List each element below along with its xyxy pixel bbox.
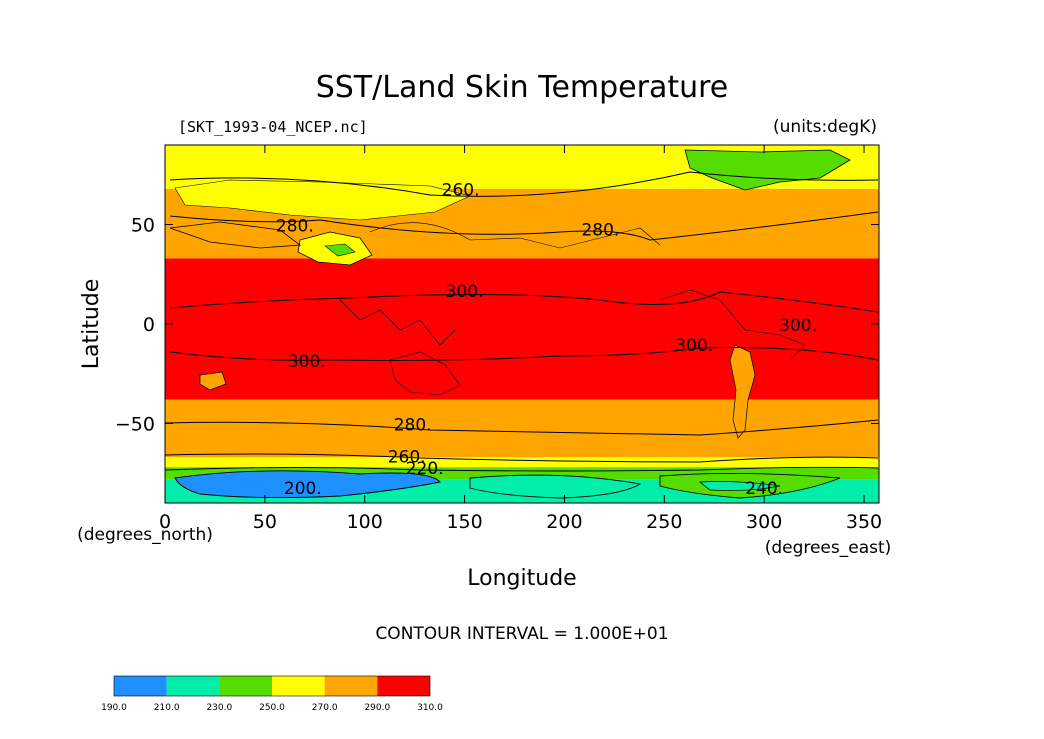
contour-label: 300. — [675, 336, 713, 356]
y-axis-ticks: 50 0 −50 — [115, 215, 879, 435]
colorbar-swatch — [272, 676, 325, 696]
x-tick-label: 200 — [546, 511, 582, 533]
contour-label: 200. — [284, 479, 322, 499]
x-axis-ticks: 0 50 100 150 200 250 300 350 — [159, 145, 882, 533]
temperature-band-270-290 — [165, 399, 879, 458]
contour-label: 220. — [406, 459, 444, 479]
contour-label: 260. — [442, 181, 480, 201]
colorbar-label: 230.0 — [206, 703, 232, 713]
chart-title: SST/Land Skin Temperature — [316, 70, 729, 105]
units-label: (units:degK) — [773, 117, 877, 137]
colorbar-swatch — [114, 676, 167, 696]
colorbar-swatch — [377, 676, 430, 696]
contour-label: 280. — [276, 217, 314, 237]
temperature-band-250-270 — [165, 457, 879, 468]
x-tick-label: 0 — [159, 511, 171, 533]
colorbar: 190.0 210.0 230.0 250.0 270.0 290.0 310.0 — [101, 675, 443, 713]
file-label: [SKT_1993-04_NCEP.nc] — [178, 118, 368, 136]
colorbar-label: 290.0 — [364, 703, 390, 713]
colorbar-label: 210.0 — [154, 703, 180, 713]
x-tick-label: 250 — [646, 511, 682, 533]
y-axis-label: Latitude — [79, 279, 104, 370]
contour-label: 280. — [581, 221, 619, 241]
colorbar-swatch — [219, 676, 272, 696]
y-tick-label: −50 — [115, 413, 155, 435]
map-features — [165, 149, 879, 499]
x-tick-label: 150 — [446, 511, 482, 533]
x-tick-label: 300 — [746, 511, 782, 533]
x-tick-label: 100 — [347, 511, 383, 533]
contour-label: 260. — [388, 447, 426, 467]
contour-label: 300. — [779, 316, 817, 336]
y-tick-label: 50 — [131, 215, 155, 237]
contour-interval-label: CONTOUR INTERVAL = 1.000E+01 — [375, 624, 668, 644]
colorbar-label: 270.0 — [312, 703, 338, 713]
x-axis-label: Longitude — [467, 566, 576, 591]
x-tick-label: 50 — [253, 511, 277, 533]
contour-labels: 260.280. 280.300.300.300.300.280.260.220.… — [276, 181, 817, 499]
contour-label: 300. — [288, 352, 326, 372]
colorbar-label: 310.0 — [417, 703, 443, 713]
temperature-band-230-250 — [165, 467, 879, 480]
x-units-label: (degrees_east) — [765, 538, 892, 558]
y-units-label: (degrees_north) — [77, 525, 213, 545]
colorbar-label: 250.0 — [259, 703, 285, 713]
colorbar-swatch — [324, 676, 378, 696]
contour-label: 280. — [394, 415, 432, 435]
colorbar-swatch — [166, 676, 220, 696]
x-tick-label: 350 — [846, 511, 882, 533]
y-tick-label: 0 — [143, 314, 155, 336]
contour-label: 240. — [745, 479, 783, 499]
colorbar-frame — [113, 675, 431, 697]
contour-label: 300. — [446, 282, 484, 302]
temperature-band-290-310 — [165, 258, 879, 400]
colorbar-label: 190.0 — [101, 703, 127, 713]
map-area: 260.280. 280.300.300.300.300.280.260.220.… — [164, 144, 880, 504]
